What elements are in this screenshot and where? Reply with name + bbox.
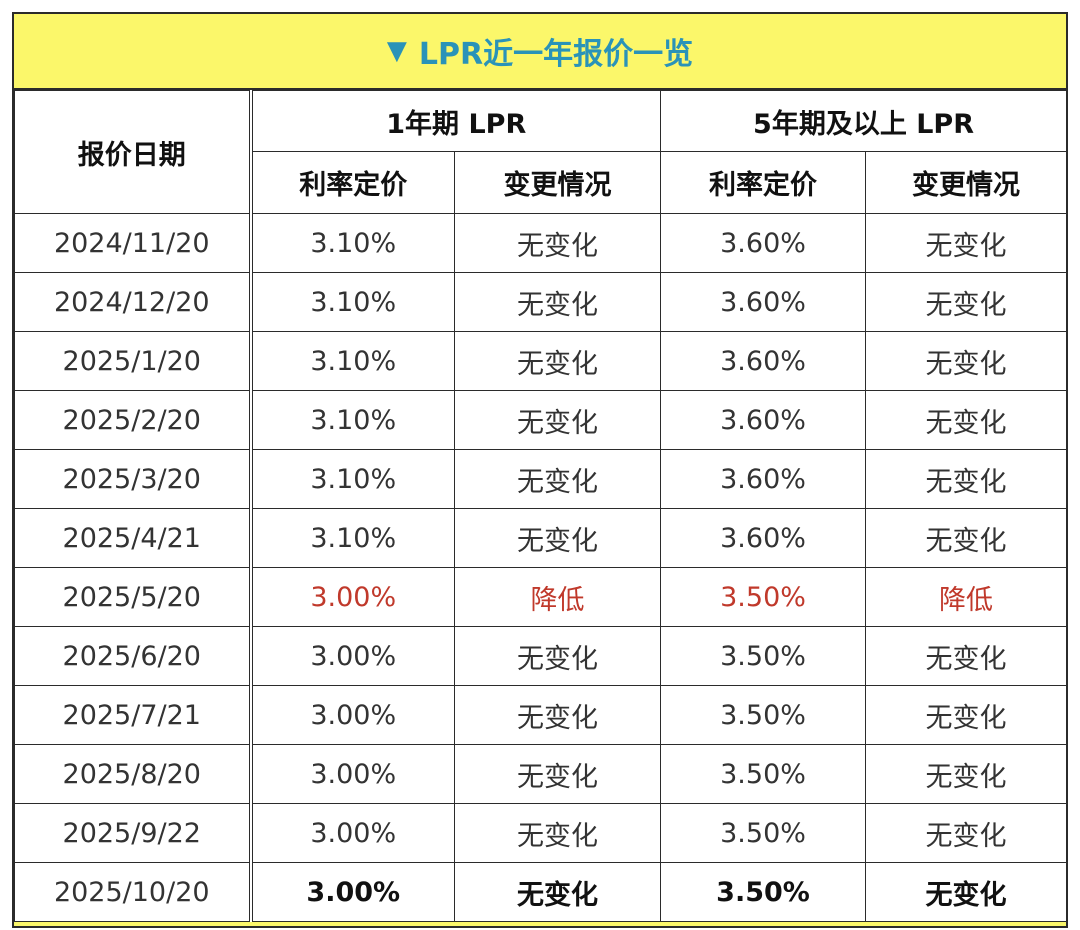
change-1y-cell: 无变化 [453, 331, 662, 391]
rate-5y-cell: 3.60% [660, 331, 867, 391]
table-row: 2025/1/20 3.10% 无变化 3.60% 无变化 [14, 331, 1068, 391]
change-5y-cell: 无变化 [865, 626, 1068, 686]
rate-1y-cell: 3.10% [250, 213, 455, 273]
change-5y-cell: 无变化 [865, 744, 1068, 804]
header-5y-change: 变更情况 [865, 151, 1068, 214]
table-title-text: LPR近一年报价一览 [418, 37, 694, 72]
rate-5y-cell: 3.60% [660, 272, 867, 332]
table-row: 2024/11/20 3.10% 无变化 3.60% 无变化 [14, 213, 1068, 273]
rate-5y-cell: 3.60% [660, 213, 867, 273]
change-5y-cell: 无变化 [865, 272, 1068, 332]
change-1y-cell: 无变化 [453, 272, 662, 332]
date-cell: 2024/12/20 [14, 272, 253, 332]
table-row: 2025/9/22 3.00% 无变化 3.50% 无变化 [14, 803, 1068, 863]
rate-1y-cell: 3.10% [250, 449, 455, 509]
change-5y-cell: 降低 [865, 567, 1068, 627]
change-5y-cell: 无变化 [865, 390, 1068, 450]
table-row: 2025/3/20 3.10% 无变化 3.60% 无变化 [14, 449, 1068, 509]
date-cell: 2025/7/21 [14, 685, 253, 745]
rate-1y-cell: 3.10% [250, 331, 455, 391]
change-5y-cell: 无变化 [865, 862, 1068, 922]
change-5y-cell: 无变化 [865, 331, 1068, 391]
date-cell: 2025/10/20 [14, 862, 253, 922]
date-cell: 2025/9/22 [14, 803, 253, 863]
rate-5y-cell: 3.50% [660, 803, 867, 863]
table-title: ▼ LPR近一年报价一览 [14, 14, 1066, 90]
table-row: 2025/5/20 3.00% 降低 3.50% 降低 [14, 567, 1068, 627]
change-1y-cell: 无变化 [453, 390, 662, 450]
date-cell: 2024/11/20 [14, 213, 253, 273]
rate-1y-cell: 3.00% [250, 567, 455, 627]
rate-5y-cell: 3.50% [660, 567, 867, 627]
rate-5y-cell: 3.50% [660, 626, 867, 686]
rate-5y-cell: 3.60% [660, 508, 867, 568]
change-1y-cell: 无变化 [453, 744, 662, 804]
table-row: 2025/7/21 3.00% 无变化 3.50% 无变化 [14, 685, 1068, 745]
header-1y-rate: 利率定价 [250, 151, 455, 214]
change-1y-cell: 无变化 [453, 803, 662, 863]
table-row: 2025/6/20 3.00% 无变化 3.50% 无变化 [14, 626, 1068, 686]
lpr-table-card: ▼ LPR近一年报价一览 报价日期 1年期 LPR 5年期及以上 LPR 利率定… [12, 12, 1068, 928]
rate-1y-cell: 3.00% [250, 744, 455, 804]
header-date: 报价日期 [14, 90, 253, 214]
date-cell: 2025/6/20 [14, 626, 253, 686]
table-row: 2024/12/20 3.10% 无变化 3.60% 无变化 [14, 272, 1068, 332]
rate-1y-cell: 3.00% [250, 862, 455, 922]
rate-5y-cell: 3.50% [660, 685, 867, 745]
rate-1y-cell: 3.10% [250, 390, 455, 450]
change-1y-cell: 无变化 [453, 862, 662, 922]
date-cell: 2025/4/21 [14, 508, 253, 568]
down-triangle-icon: ▼ [386, 36, 407, 66]
table-row: 2025/4/21 3.10% 无变化 3.60% 无变化 [14, 508, 1068, 568]
table-row: 2025/10/20 3.00% 无变化 3.50% 无变化 [14, 862, 1068, 922]
change-1y-cell: 无变化 [453, 685, 662, 745]
change-5y-cell: 无变化 [865, 685, 1068, 745]
rate-1y-cell: 3.10% [250, 508, 455, 568]
header-5y-lpr: 5年期及以上 LPR [660, 90, 1068, 152]
change-1y-cell: 降低 [453, 567, 662, 627]
header-1y-change: 变更情况 [453, 151, 662, 214]
change-1y-cell: 无变化 [453, 449, 662, 509]
date-cell: 2025/1/20 [14, 331, 253, 391]
rate-1y-cell: 3.00% [250, 803, 455, 863]
date-cell: 2025/2/20 [14, 390, 253, 450]
rate-5y-cell: 3.50% [660, 744, 867, 804]
table-row: 2025/8/20 3.00% 无变化 3.50% 无变化 [14, 744, 1068, 804]
lpr-table: 报价日期 1年期 LPR 5年期及以上 LPR 利率定价 变更情况 利率定价 变… [14, 90, 1068, 922]
rate-5y-cell: 3.60% [660, 449, 867, 509]
rate-1y-cell: 3.00% [250, 685, 455, 745]
change-1y-cell: 无变化 [453, 626, 662, 686]
table-row: 2025/2/20 3.10% 无变化 3.60% 无变化 [14, 390, 1068, 450]
change-5y-cell: 无变化 [865, 449, 1068, 509]
change-1y-cell: 无变化 [453, 213, 662, 273]
change-5y-cell: 无变化 [865, 508, 1068, 568]
rate-1y-cell: 3.00% [250, 626, 455, 686]
rate-5y-cell: 3.60% [660, 390, 867, 450]
header-5y-rate: 利率定价 [660, 151, 867, 214]
date-cell: 2025/8/20 [14, 744, 253, 804]
date-cell: 2025/3/20 [14, 449, 253, 509]
rate-1y-cell: 3.10% [250, 272, 455, 332]
change-1y-cell: 无变化 [453, 508, 662, 568]
change-5y-cell: 无变化 [865, 803, 1068, 863]
change-5y-cell: 无变化 [865, 213, 1068, 273]
rate-5y-cell: 3.50% [660, 862, 867, 922]
header-1y-lpr: 1年期 LPR [249, 90, 662, 152]
date-cell: 2025/5/20 [14, 567, 253, 627]
